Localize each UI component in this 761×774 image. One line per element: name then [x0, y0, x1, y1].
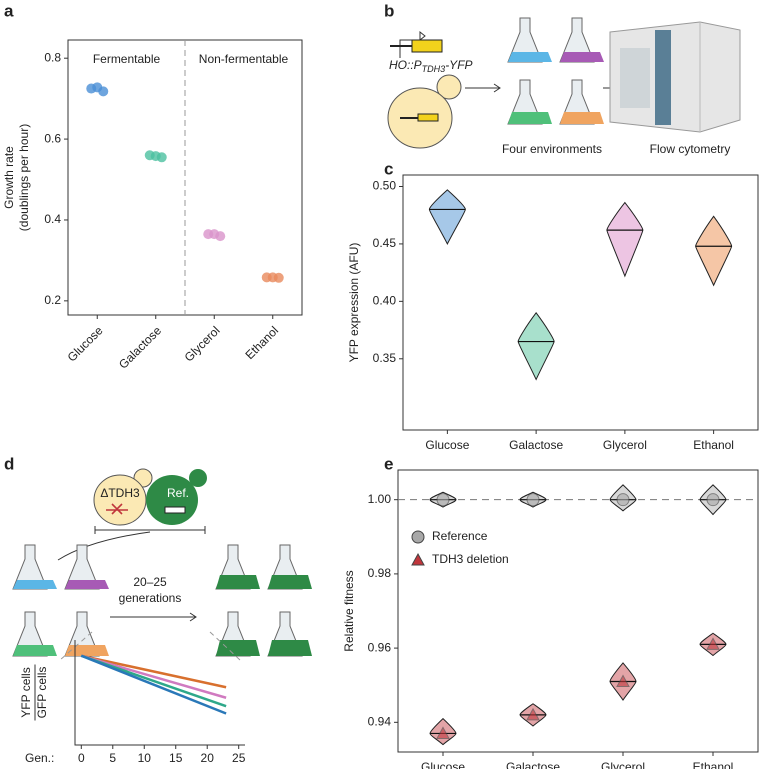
y-tick-label: 0.94: [368, 714, 392, 728]
y-tick-label: 0.96: [368, 640, 392, 654]
yfp-gene: [417, 113, 439, 122]
violin: [695, 215, 733, 287]
x-tick-label: 20: [201, 751, 215, 765]
x-tick-label: 5: [109, 751, 116, 765]
y-tick-label: 0.2: [44, 293, 61, 307]
y-tick-label: 0.45: [373, 236, 397, 250]
y-tick-label: 0.6: [44, 131, 61, 145]
y-axis-label: (doublings per hour): [17, 124, 31, 231]
plot-frame: [402, 174, 759, 431]
marker: [436, 726, 450, 739]
violin: [606, 201, 644, 278]
x-tick-label: Glycerol: [601, 760, 645, 769]
line: [80, 654, 227, 699]
x-tick-label: Glucose: [425, 438, 469, 452]
marker: [411, 552, 425, 566]
x-tick-label: Glycerol: [603, 438, 647, 452]
y-axis-label: YFP expression (AFU): [347, 243, 361, 363]
yeast-bud: [436, 74, 462, 100]
violin: [517, 312, 555, 381]
y-axis-label: Relative fitness: [342, 570, 356, 651]
point: [156, 152, 167, 163]
strain-label: ΔTDH3: [100, 486, 140, 500]
x-axis-label: Gen.:: [25, 751, 54, 765]
diagram-d: ΔTDH3 Ref. 20–25 generations: [12, 468, 312, 661]
construct-label: HO::PTDH3-YFP: [389, 58, 473, 74]
point: [98, 86, 109, 97]
x-tick-label: 10: [138, 751, 152, 765]
y-tick-label: 0.40: [373, 294, 397, 308]
y-tick-label: 0.50: [373, 179, 397, 193]
step-label: Four environments: [502, 142, 602, 156]
arrow: [465, 83, 501, 93]
x-tick-label: Glucose: [65, 323, 106, 364]
legend-label: Reference: [432, 529, 488, 543]
panel-letter: c: [384, 159, 393, 178]
panel-letter: e: [384, 454, 393, 473]
y-tick-label: 0.4: [44, 212, 61, 226]
panel-letter: d: [4, 454, 14, 473]
y-axis-label: GFP cells: [35, 667, 49, 719]
violin: [428, 189, 466, 245]
marker: [526, 493, 540, 507]
y-axis-label: Growth rate: [2, 146, 16, 209]
step-label: Flow cytometry: [650, 142, 731, 156]
marker: [436, 493, 450, 507]
y-tick-label: 0.98: [368, 566, 392, 580]
annotation: Fermentable: [93, 52, 161, 66]
x-tick-label: Ethanol: [693, 438, 734, 452]
x-tick-label: Galactose: [506, 760, 560, 769]
promoter-arrow: [399, 30, 426, 58]
point: [273, 272, 284, 283]
arrow-label: 20–25: [133, 575, 167, 589]
flasks: [507, 17, 604, 125]
y-axis-label: YFP cells: [19, 667, 33, 717]
x-tick-label: Galactose: [116, 323, 164, 371]
flow-cytometer: [609, 21, 741, 133]
strain-label: Ref.: [167, 486, 189, 500]
x-tick-label: 0: [78, 751, 85, 765]
diagram-b: HO::PTDH3-YFP Four environments Flow cyt…: [387, 17, 741, 156]
line: [81, 654, 227, 689]
marker: [706, 493, 720, 507]
line: [80, 654, 227, 715]
x-tick-label: 15: [169, 751, 183, 765]
point: [215, 231, 226, 242]
marker: [706, 637, 720, 650]
marker: [526, 707, 540, 721]
arrow-label: generations: [119, 591, 182, 605]
marker: [411, 530, 425, 544]
x-tick-label: Galactose: [509, 438, 563, 452]
y-tick-label: 0.8: [44, 50, 61, 64]
legend-label: TDH3 deletion: [432, 552, 509, 566]
x-tick-label: Glycerol: [182, 323, 223, 364]
panel-letter: a: [4, 1, 14, 20]
x-tick-label: Glucose: [421, 760, 465, 769]
x-tick-label: Ethanol: [242, 323, 281, 362]
plot-frame: [397, 469, 759, 753]
axes: [74, 640, 245, 746]
yfp-gene: [411, 39, 443, 53]
x-tick-label: Ethanol: [693, 760, 734, 769]
y-tick-label: 0.35: [373, 351, 397, 365]
x-tick-label: 25: [232, 751, 246, 765]
y-tick-label: 1.00: [368, 492, 392, 506]
marker: [616, 493, 630, 507]
panel-letter: b: [384, 1, 394, 20]
panel-letters: a b c d e: [4, 1, 394, 473]
annotation: Non-fermentable: [199, 52, 289, 66]
marker: [616, 674, 630, 687]
